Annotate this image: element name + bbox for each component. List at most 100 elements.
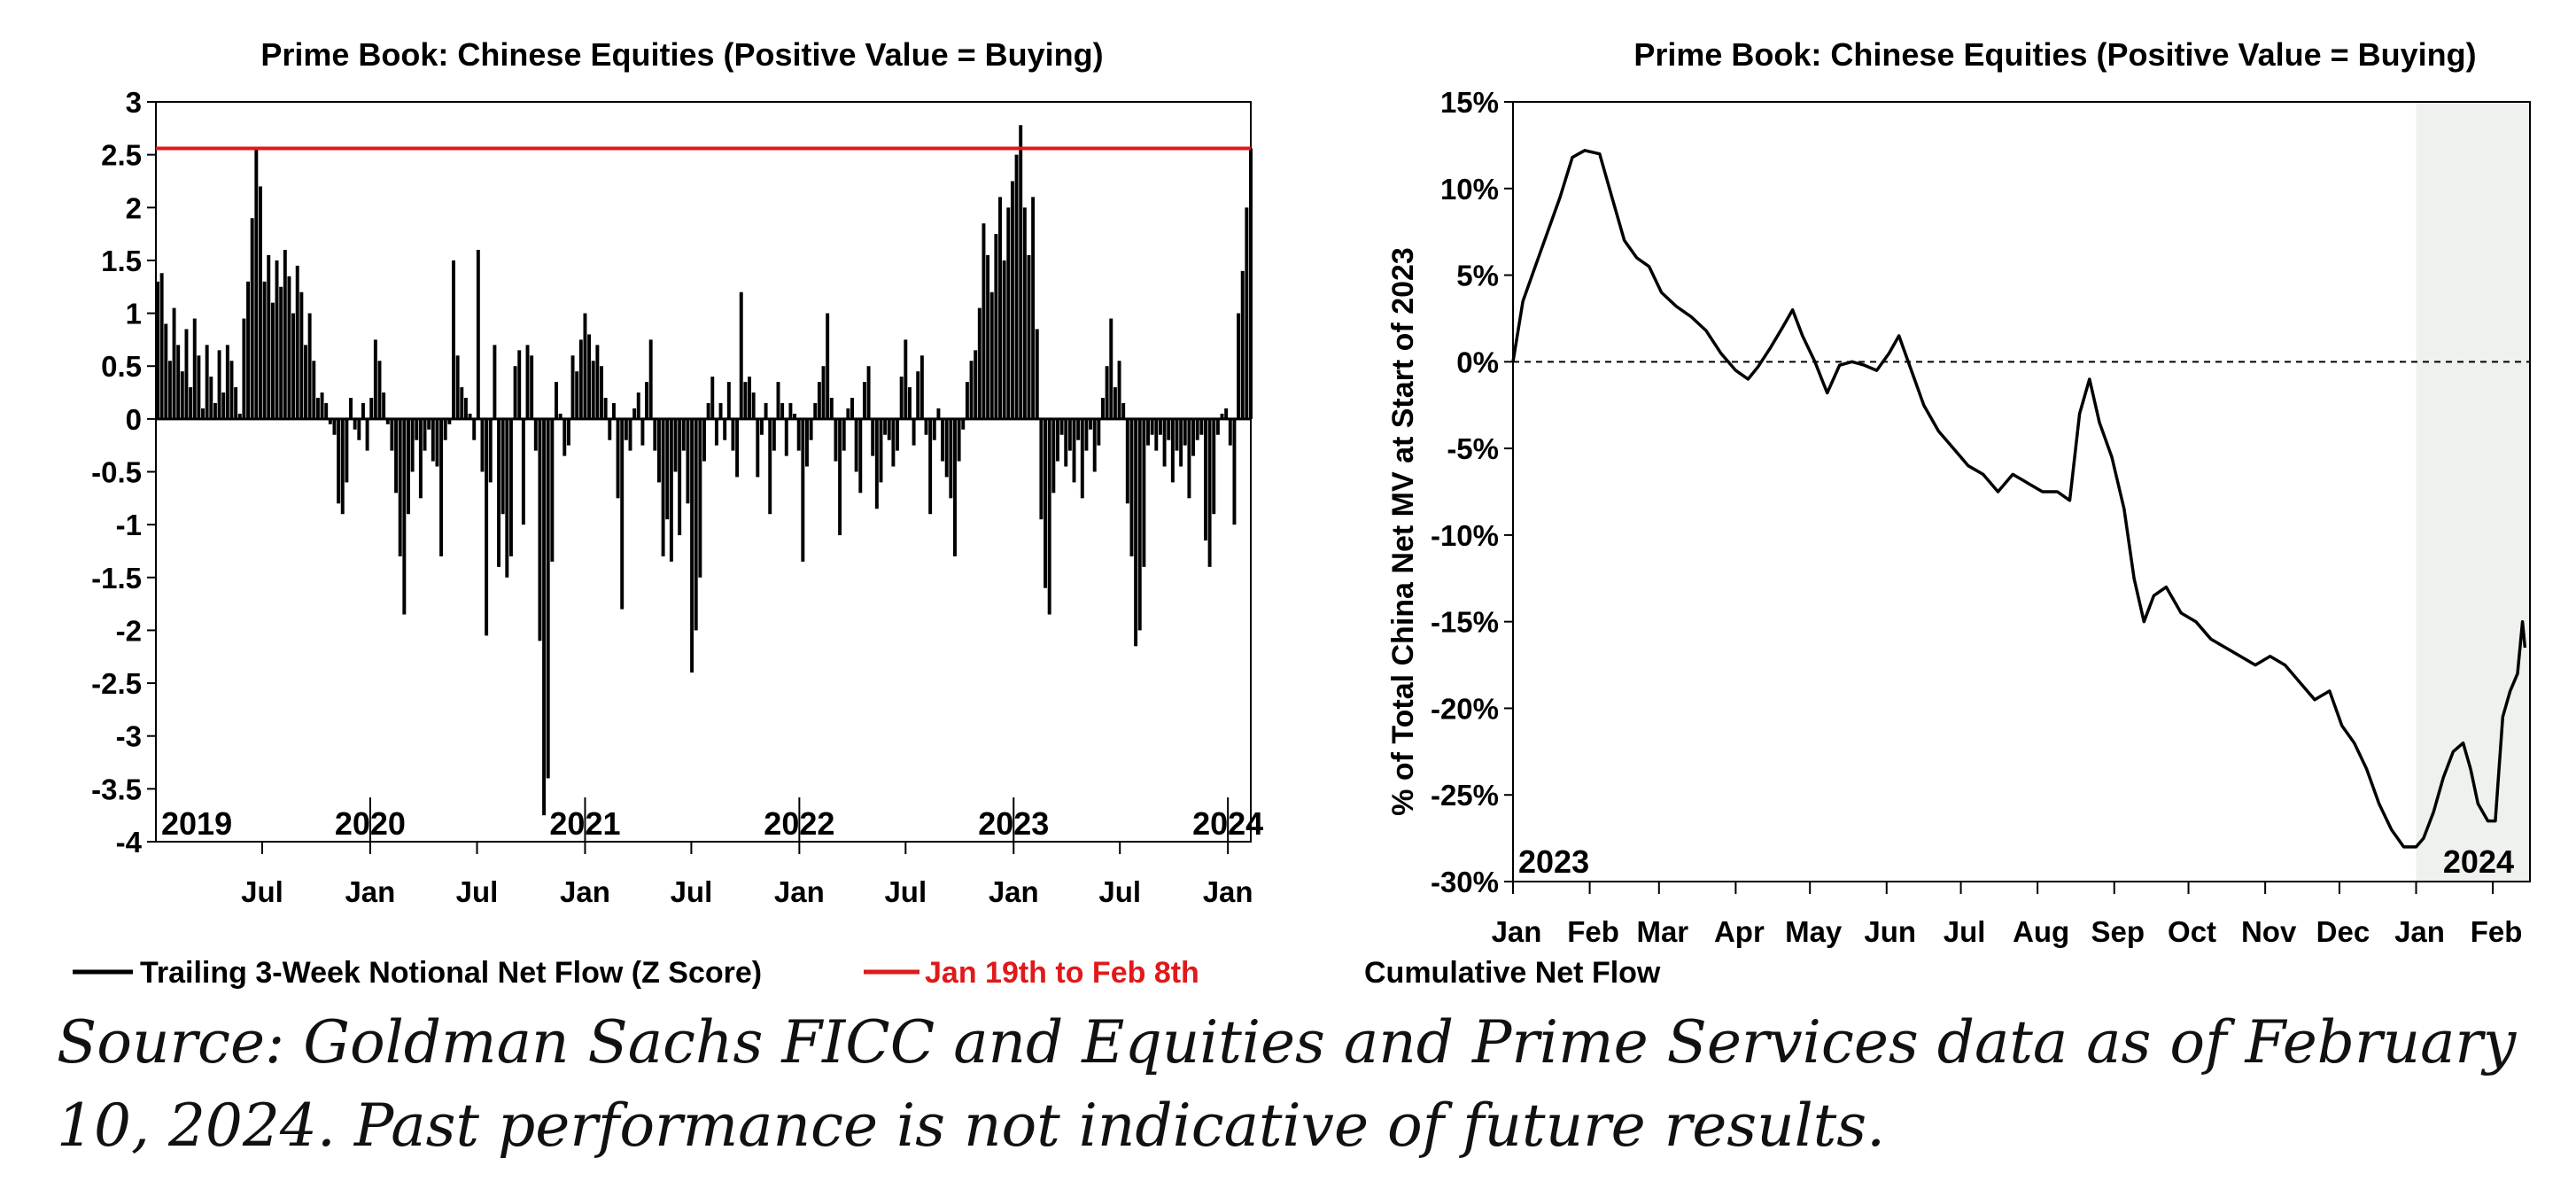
left-bar [304, 345, 307, 419]
left-plot-area [155, 101, 1252, 843]
left-bar [209, 377, 213, 419]
left-bar [237, 413, 242, 419]
left-bar [460, 387, 464, 419]
left-bar [234, 387, 238, 419]
left-bar [842, 418, 846, 451]
left-y-tick-label: -0.5 [91, 456, 142, 489]
left-bar [924, 418, 928, 435]
left-bar [821, 366, 826, 419]
left-bar [184, 329, 189, 419]
left-bar [217, 350, 221, 419]
left-bar [517, 350, 522, 419]
left-bar [242, 318, 246, 419]
left-bar [941, 418, 945, 462]
left-bar [916, 371, 920, 419]
left-bar [1014, 154, 1019, 419]
left-bar [834, 418, 838, 462]
left-bar [1154, 418, 1159, 451]
left-bar [1220, 413, 1224, 419]
left-bar [407, 418, 410, 515]
left-bar [287, 276, 291, 419]
left-bar [324, 402, 329, 419]
left-bar [686, 418, 690, 504]
left-bar [1232, 418, 1237, 525]
left-bar [493, 345, 497, 419]
left-bar [866, 366, 871, 419]
right-x-tick-label: Feb [1567, 915, 1619, 948]
left-bar [706, 402, 710, 419]
left-x-tick-label: Jan [560, 875, 610, 908]
left-bar [1187, 418, 1191, 499]
left-year-label: 2021 [549, 805, 620, 842]
left-bar [538, 418, 542, 641]
left-bar [896, 418, 900, 451]
left-bar [1027, 254, 1031, 419]
left-bar [587, 334, 592, 419]
left-bar [883, 418, 888, 435]
left-bar [793, 413, 797, 419]
left-bar [858, 418, 863, 493]
left-bar [205, 345, 209, 419]
left-bar [1084, 418, 1089, 451]
left-bar [936, 408, 941, 419]
left-year-labels: 2019 2020 2021 2022 2023 2024 [155, 797, 1263, 842]
left-y-tick-label: 3 [126, 86, 142, 119]
left-bar [291, 313, 296, 419]
left-bar [1191, 418, 1196, 456]
left-bar [476, 250, 480, 419]
left-bar [439, 418, 444, 556]
left-x-tick-label: Jan [1203, 875, 1253, 908]
left-bar [714, 418, 718, 446]
left-y-tick-label: -2 [116, 614, 142, 647]
left-bar [345, 418, 349, 483]
left-bar [661, 418, 665, 556]
left-x-tick-label: Jul [671, 875, 713, 908]
left-bar [570, 355, 575, 419]
left-bar [1092, 418, 1097, 472]
left-bar [772, 418, 776, 451]
left-bar [328, 418, 332, 424]
left-bar [546, 418, 550, 779]
left-bar [1047, 418, 1051, 615]
left-bar [1035, 329, 1039, 419]
left-bar [681, 418, 686, 451]
left-bar [1129, 418, 1134, 556]
left-bar [427, 418, 431, 430]
left-bar [998, 197, 1002, 419]
left-bar [640, 418, 645, 446]
left-bar [1055, 418, 1059, 462]
left-bar [172, 307, 176, 419]
left-bar [702, 418, 706, 462]
left-bar [452, 260, 455, 419]
left-bar [435, 418, 439, 467]
left-bar [1150, 418, 1154, 435]
left-bar [1117, 361, 1121, 419]
left-x-tick-label: Jul [884, 875, 927, 908]
left-bar [332, 418, 337, 435]
right-x-tick-label: Nov [2241, 915, 2297, 948]
left-bar [480, 418, 485, 472]
left-y-axis: 3 2.5 2 1.5 1 0.5 0 -0.5 -1 -1.5 -2 -2.5 -3 -3.5 -4 [91, 86, 156, 859]
left-bar [1134, 418, 1138, 647]
left-bar [1228, 418, 1232, 446]
right-plot-area [1512, 101, 2531, 882]
left-bar [472, 418, 477, 440]
left-bar [961, 418, 966, 430]
left-bar [415, 418, 419, 440]
left-bar [402, 418, 407, 615]
left-bar [826, 313, 830, 419]
left-bar [550, 418, 555, 562]
left-bar [423, 418, 427, 451]
left-bar [879, 418, 883, 483]
left-bar [829, 398, 834, 419]
left-bar [431, 418, 435, 462]
left-y-tick-label: 2 [126, 191, 142, 224]
left-x-tick-label: Jul [1098, 875, 1141, 908]
left-bar [295, 265, 299, 419]
left-bar [1212, 418, 1216, 515]
left-bar [891, 418, 896, 467]
left-bar [608, 418, 612, 440]
left-bar [566, 418, 570, 446]
left-bar [796, 418, 801, 451]
left-bar [982, 223, 986, 419]
